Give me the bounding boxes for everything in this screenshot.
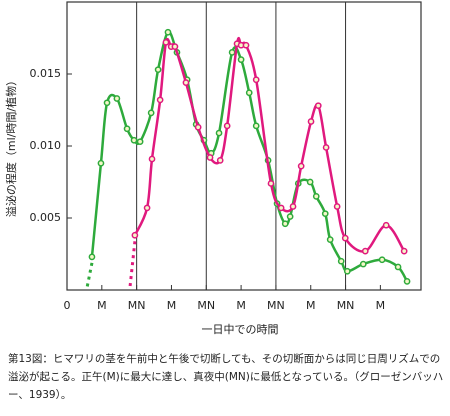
x-tick-label: MN [197, 299, 215, 312]
data-point [306, 178, 314, 186]
data-point [194, 123, 202, 131]
data-point [147, 109, 155, 117]
chart: 一日中での時間 溢泌の程度（ml/時間/植物） 0.005 0.010 0.015 0… [4, 1, 422, 336]
data-point [252, 122, 260, 130]
x-tick-label: 0 [64, 299, 71, 312]
data-point [216, 157, 224, 164]
data-point [182, 79, 190, 86]
x-tick-label: M [236, 299, 246, 312]
data-point [88, 253, 96, 261]
data-point [341, 234, 349, 242]
data-point [215, 129, 223, 137]
data-point [245, 89, 253, 97]
data-point [286, 213, 294, 220]
dotted-extension [128, 241, 137, 289]
data-point [154, 66, 162, 74]
data-point [359, 260, 367, 268]
data-point [130, 136, 138, 144]
data-point [382, 221, 390, 229]
data-point [223, 122, 231, 130]
data-point [281, 220, 289, 228]
data-point [113, 95, 121, 102]
data-point [277, 204, 285, 212]
data-point [156, 96, 164, 104]
data-point [171, 43, 179, 50]
dotted-extension [85, 262, 94, 289]
data-point [337, 257, 345, 265]
y-tick-label: 0.005 [30, 211, 62, 224]
data-point [321, 210, 329, 218]
data-point [297, 162, 305, 170]
data-point [148, 155, 156, 163]
data-point [314, 102, 322, 110]
data-point [252, 76, 260, 84]
x-tick-label: M [167, 299, 177, 312]
data-point [307, 118, 315, 125]
data-point [403, 278, 411, 285]
data-point [361, 247, 369, 255]
data-point [103, 99, 111, 107]
series-line [133, 36, 406, 253]
data-point [143, 204, 151, 212]
data-point [97, 159, 105, 167]
x-tick-label: M [97, 299, 107, 312]
x-tick-label: MN [337, 299, 355, 312]
x-tick-label: M [376, 299, 386, 312]
data-point [164, 28, 172, 36]
data-point [228, 49, 236, 56]
data-point [333, 203, 341, 210]
data-point [326, 236, 334, 243]
data-point [378, 256, 386, 264]
data-point [123, 125, 131, 133]
data-point [322, 144, 330, 151]
data-point [312, 193, 320, 200]
caption: 第13図：ヒマワリの茎を午前中と午後で切断しても、その切断面からは同じ日周リズム… [8, 353, 444, 401]
data-point [267, 180, 275, 187]
x-axis-title: 一日中での時間 [202, 323, 279, 336]
data-point [237, 56, 245, 63]
y-axis-title: 溢泌の程度（ml/時間/植物） [4, 75, 18, 217]
x-tick-label: MN [128, 299, 146, 312]
data-point [289, 203, 297, 210]
y-tick-label: 0.015 [30, 67, 62, 80]
series-line [90, 30, 409, 283]
x-tick-label: MN [267, 299, 285, 312]
data-point [343, 267, 351, 275]
x-tick-label: M [306, 299, 316, 312]
data-point [162, 38, 170, 46]
y-tick-label: 0.010 [30, 139, 62, 152]
data-point [136, 138, 144, 146]
data-point [394, 263, 402, 271]
data-point [131, 231, 139, 239]
data-point [206, 154, 214, 161]
data-point [242, 41, 250, 49]
data-point [400, 247, 408, 255]
